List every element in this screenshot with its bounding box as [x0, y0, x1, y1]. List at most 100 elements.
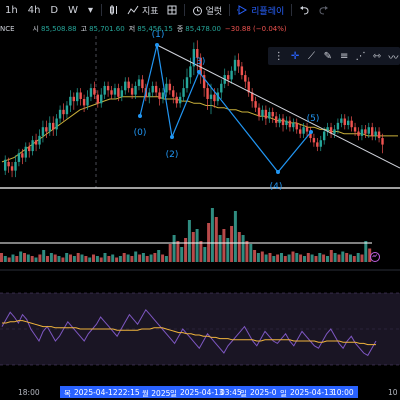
- timeframe-chevron-down-icon[interactable]: ▾: [88, 4, 94, 16]
- elliott-wave-icon[interactable]: 〰: [388, 52, 399, 64]
- candle[interactable]: [124, 81, 127, 91]
- candle[interactable]: [58, 109, 62, 119]
- candle[interactable]: [343, 118, 346, 126]
- candle[interactable]: [165, 83, 168, 93]
- candle[interactable]: [154, 85, 158, 93]
- candle[interactable]: [28, 146, 31, 152]
- candle[interactable]: [257, 107, 261, 117]
- candle[interactable]: [113, 88, 117, 95]
- candle[interactable]: [17, 153, 21, 162]
- candle[interactable]: [347, 120, 350, 126]
- candle[interactable]: [178, 96, 182, 104]
- replay-button[interactable]: 리플레이: [233, 4, 288, 17]
- candle[interactable]: [38, 135, 41, 145]
- indicators-button[interactable]: 지표: [123, 4, 163, 17]
- candle[interactable]: [250, 92, 254, 102]
- candle[interactable]: [360, 129, 364, 136]
- candle[interactable]: [220, 83, 223, 93]
- candle[interactable]: [196, 49, 199, 58]
- candle[interactable]: [312, 138, 316, 143]
- time-range-highlight[interactable]: 목 2025-04-12 22:15 월 2025 일 2025-04-13 0…: [60, 386, 358, 398]
- candle[interactable]: [322, 131, 326, 141]
- candle[interactable]: [329, 127, 333, 134]
- candle[interactable]: [381, 138, 384, 145]
- candle[interactable]: [226, 75, 230, 80]
- candle[interactable]: [31, 140, 34, 152]
- candle[interactable]: [93, 88, 96, 95]
- candle[interactable]: [264, 109, 268, 119]
- candle[interactable]: [130, 88, 134, 95]
- candle[interactable]: [100, 94, 103, 104]
- pattern-icon[interactable]: ⋰: [355, 50, 366, 62]
- candle[interactable]: [175, 96, 178, 104]
- candle[interactable]: [34, 140, 38, 145]
- elliott-wave-points[interactable]: [138, 43, 313, 174]
- candle[interactable]: [240, 66, 244, 76]
- candle[interactable]: [134, 85, 137, 95]
- candle[interactable]: [52, 122, 55, 130]
- candle-type-button[interactable]: [105, 4, 123, 16]
- candle[interactable]: [298, 129, 302, 134]
- candle[interactable]: [110, 90, 113, 95]
- candle[interactable]: [10, 166, 14, 171]
- candle[interactable]: [305, 127, 309, 132]
- candle[interactable]: [55, 118, 58, 130]
- candle[interactable]: [206, 88, 209, 99]
- trend-line[interactable]: [156, 44, 400, 169]
- candle[interactable]: [364, 129, 367, 134]
- candle[interactable]: [213, 94, 216, 102]
- candle[interactable]: [185, 77, 189, 89]
- candle[interactable]: [244, 75, 247, 82]
- candle[interactable]: [340, 118, 343, 123]
- elliott-wave-line[interactable]: [139, 44, 312, 173]
- candle[interactable]: [278, 118, 281, 123]
- redo-button[interactable]: [314, 5, 333, 15]
- brush-icon[interactable]: ✎: [323, 50, 332, 62]
- candle[interactable]: [357, 131, 360, 136]
- candle[interactable]: [209, 94, 213, 99]
- crosshair-icon[interactable]: ✛: [290, 50, 300, 62]
- candle[interactable]: [7, 161, 10, 167]
- candle[interactable]: [192, 49, 196, 67]
- candle[interactable]: [21, 153, 24, 158]
- candle[interactable]: [377, 131, 381, 139]
- candle[interactable]: [274, 116, 278, 123]
- candle[interactable]: [4, 159, 7, 171]
- timeframe-1h[interactable]: 1h: [5, 4, 18, 16]
- candle[interactable]: [24, 146, 27, 158]
- undo-button[interactable]: [295, 5, 314, 15]
- measure-icon[interactable]: ⇿: [372, 50, 382, 62]
- candle[interactable]: [316, 142, 319, 147]
- candle[interactable]: [237, 59, 240, 67]
- candle[interactable]: [350, 120, 353, 128]
- candle[interactable]: [353, 127, 357, 132]
- candle[interactable]: [158, 92, 161, 99]
- candle[interactable]: [367, 127, 370, 134]
- candle[interactable]: [374, 131, 377, 136]
- candle[interactable]: [106, 85, 110, 91]
- candle[interactable]: [82, 98, 86, 106]
- candle[interactable]: [79, 92, 82, 99]
- candle[interactable]: [371, 127, 374, 136]
- candle[interactable]: [117, 88, 120, 97]
- candle[interactable]: [302, 127, 305, 134]
- candle[interactable]: [168, 83, 172, 91]
- candle[interactable]: [199, 57, 202, 76]
- candle[interactable]: [62, 109, 65, 115]
- candle[interactable]: [233, 59, 237, 71]
- candle[interactable]: [127, 81, 130, 89]
- volume-pane[interactable]: [0, 208, 372, 262]
- time-axis[interactable]: 18:00 목 2025-04-12 22:15 월 2025 일 2025-0…: [0, 384, 400, 400]
- candle[interactable]: [96, 94, 100, 104]
- candle[interactable]: [336, 122, 340, 130]
- candle[interactable]: [86, 96, 89, 106]
- candle[interactable]: [76, 92, 79, 102]
- candle[interactable]: [309, 131, 312, 139]
- candle[interactable]: [103, 85, 106, 95]
- candle[interactable]: [230, 70, 233, 80]
- candle[interactable]: [45, 127, 48, 132]
- candle[interactable]: [48, 122, 51, 132]
- candle[interactable]: [295, 122, 298, 130]
- trend-line-icon[interactable]: ⟋: [307, 50, 315, 62]
